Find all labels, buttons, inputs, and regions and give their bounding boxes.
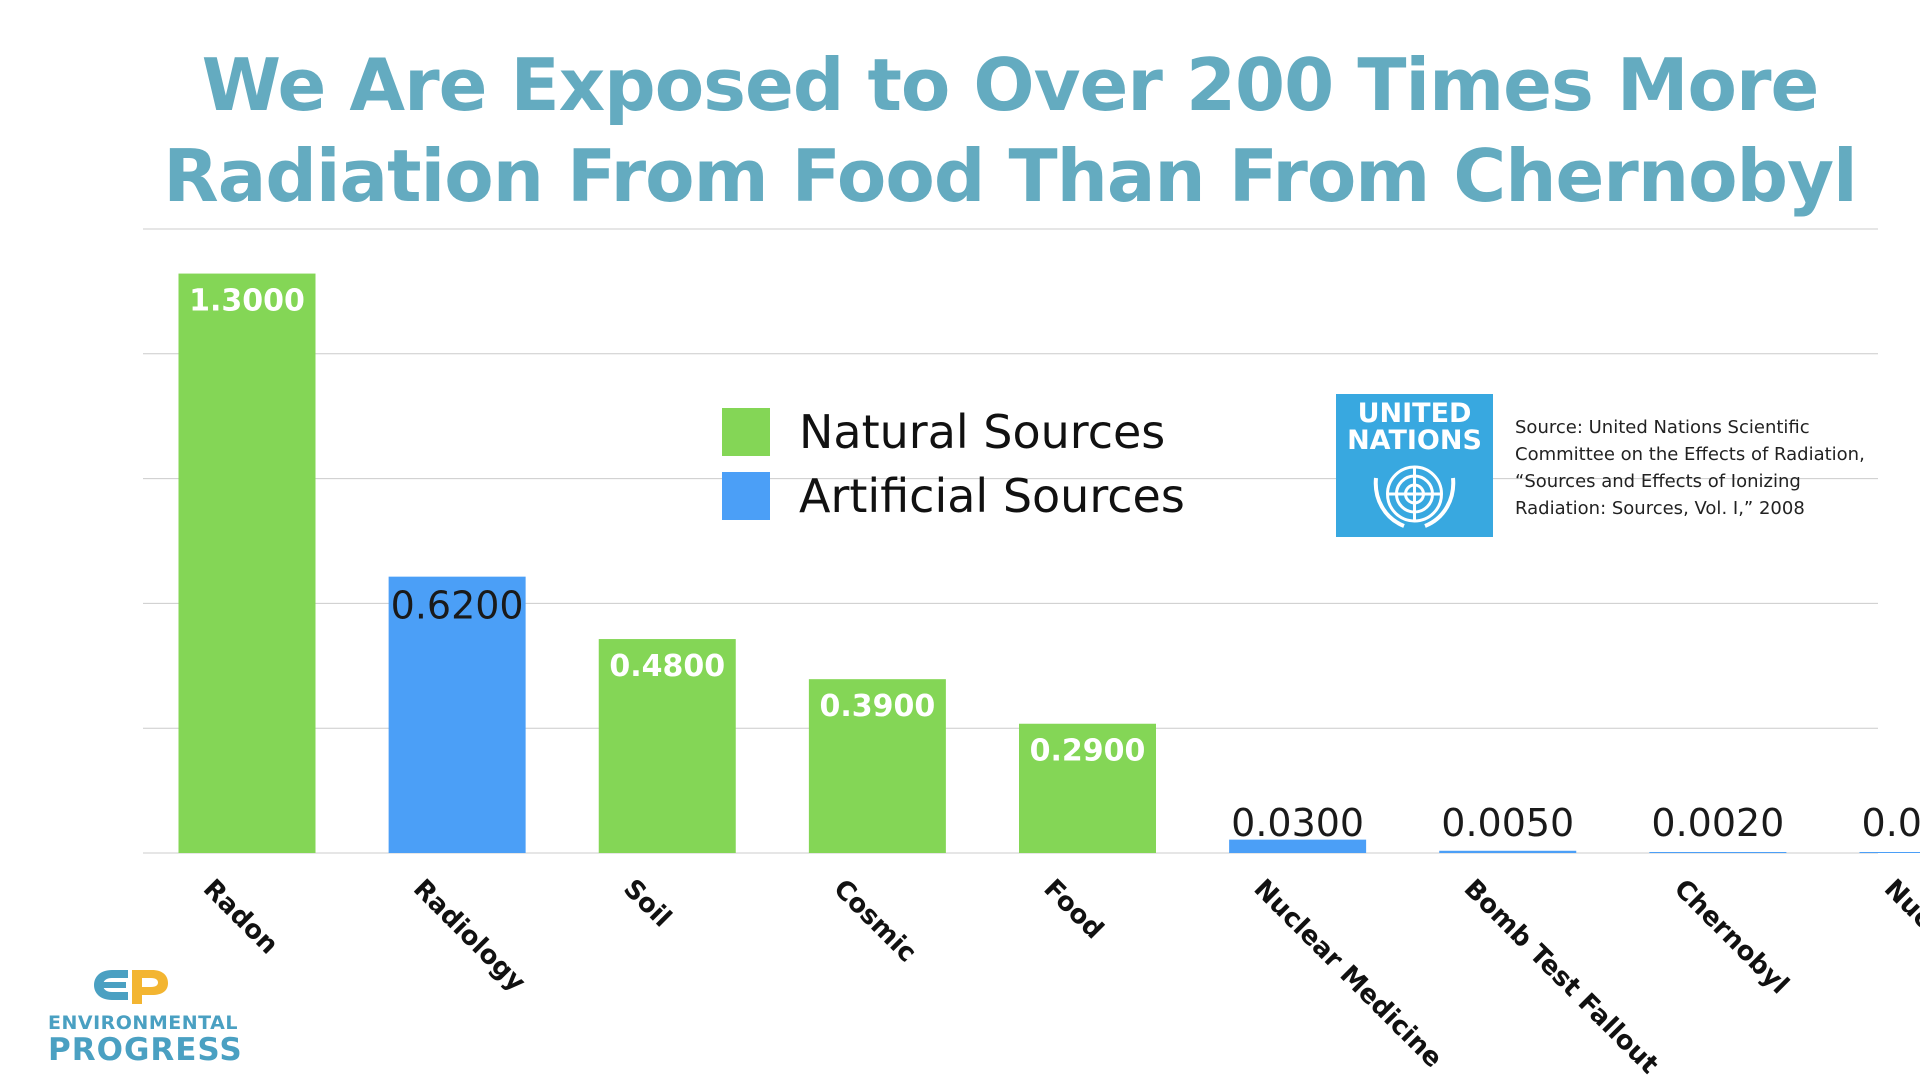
source-line: Source: United Nations Scientific <box>1515 417 1810 438</box>
x-tick-label: Radiology <box>407 874 531 998</box>
x-tick-label: Soil <box>617 874 677 934</box>
data-label: 0.4800 <box>609 649 725 684</box>
x-tick-label: Chernobyl <box>1668 874 1794 1000</box>
data-label: 1.3000 <box>189 284 305 319</box>
data-label: 0.0300 <box>1231 801 1364 845</box>
bar-radon <box>178 273 316 854</box>
legend-label-natural: Natural Sources <box>799 405 1166 459</box>
data-label: 0.0002 <box>1862 801 1920 845</box>
x-tick-label: Radon <box>197 874 284 961</box>
bar-radiology <box>388 576 526 853</box>
source-note: Source: United Nations Scientific Commit… <box>1515 414 1905 522</box>
un-logo-line-1: UNITED <box>1358 398 1472 429</box>
legend-swatch-natural <box>722 408 770 456</box>
data-label: 0.6200 <box>391 584 524 628</box>
bar-chernobyl <box>1649 852 1787 853</box>
x-tick-label: Bomb Test Fallout <box>1458 874 1664 1080</box>
chart-title: We Are Exposed to Over 200 Times More Ra… <box>0 40 1920 222</box>
data-label: 0.0050 <box>1441 801 1574 845</box>
data-label: 0.0020 <box>1651 801 1784 845</box>
x-tick-label: Nuclear Medicine <box>1248 874 1448 1074</box>
bar-soil <box>598 639 736 853</box>
source-line: Committee on the Effects of Radiation, <box>1515 444 1865 465</box>
environmental-progress-logo: ENVIRONMENTAL PROGRESS <box>48 964 242 1068</box>
un-emblem-icon <box>1373 465 1456 528</box>
x-tick-label: Nuclear Plants <box>1878 874 1920 1046</box>
bar-food <box>1019 723 1156 853</box>
united-nations-logo: UNITED NATIONS <box>1336 394 1493 537</box>
legend-label-artificial: Artificial Sources <box>799 469 1185 523</box>
x-tick-label: Food <box>1038 874 1109 945</box>
x-tick-label: Cosmic <box>827 874 922 969</box>
source-line: “Sources and Effects of Ionizing <box>1515 471 1801 492</box>
title-line-2: Radiation From Food Than From Chernobyl <box>163 134 1857 218</box>
ep-logo-line-1: ENVIRONMENTAL <box>48 1012 238 1034</box>
ep-logo-line-2: PROGRESS <box>48 1032 243 1068</box>
source-line: Radiation: Sources, Vol. I,” 2008 <box>1515 498 1805 519</box>
un-logo-line-2: NATIONS <box>1347 425 1482 456</box>
bar-bomb-test-fallout <box>1439 850 1577 853</box>
ep-monogram-icon <box>94 970 168 1004</box>
bar-nuclear-plants <box>1859 852 1920 853</box>
data-label: 0.3900 <box>819 689 935 724</box>
title-line-1: We Are Exposed to Over 200 Times More <box>201 43 1820 127</box>
legend-swatch-artificial <box>722 472 770 520</box>
bar-cosmic <box>808 679 946 853</box>
bar-nuclear-medicine <box>1229 839 1367 853</box>
data-label: 0.2900 <box>1030 734 1146 769</box>
